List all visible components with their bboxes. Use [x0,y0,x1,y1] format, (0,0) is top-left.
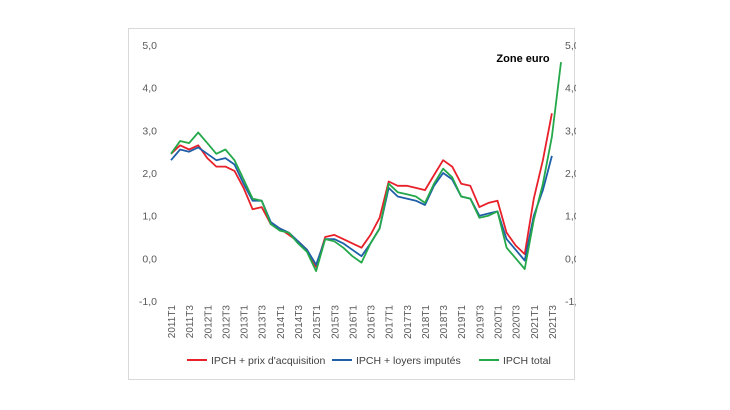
legend-item: IPCH total [479,355,551,367]
x-tick-label: 2011T1 [167,305,178,339]
x-tick-label: 2020T1 [494,305,505,339]
legend-label: IPCH + loyers imputés [356,355,461,367]
y-tick-label-left: 1,0 [142,211,157,223]
y-tick-label-left: 0,0 [142,253,157,265]
x-tick-label: 2015T1 [312,305,323,339]
legend-item: IPCH + prix d'acquisition [187,355,326,367]
chart-frame: -1,0 0,0 1,0 2,0 3,0 4,0 5,0 -1,0 0,0 1,0 2,0 3,0 4… [128,28,576,380]
y-tick-label-right: 5,0 [565,40,576,52]
y-tick-label-right: 1,0 [565,211,576,223]
x-tick-label: 2017T1 [385,305,396,339]
series-line [170,113,553,268]
x-tick-label: 2018T1 [421,305,432,339]
legend-label: IPCH + prix d'acquisition [211,355,326,367]
legend-item: IPCH + loyers imputés [332,355,461,367]
x-tick-label: 2018T3 [439,305,450,339]
y-tick-label-left: 4,0 [142,83,157,95]
y-tick-label-left: 5,0 [142,40,157,52]
y-tick-label-right: 3,0 [565,125,576,137]
x-tick-label: 2019T3 [475,305,486,339]
x-tick-label: 2020T3 [512,305,523,339]
x-tick-label: 2016T3 [367,305,378,339]
series-line [170,146,553,266]
line-chart: -1,0 0,0 1,0 2,0 3,0 4,0 5,0 -1,0 0,0 1,0 2,0 3,0 4… [139,40,576,367]
y-tick-label-right: 4,0 [565,83,576,95]
x-tick-label: 2014T1 [276,305,287,339]
chart-annotation: Zone euro [496,53,549,65]
y-tick-label-right: 2,0 [565,168,576,180]
y-tick-label-left: -1,0 [139,296,157,308]
x-tick-label: 2011T3 [185,305,196,339]
x-tick-label: 2013T3 [258,305,269,339]
x-tick-label: 2021T1 [530,305,541,339]
x-tick-label: 2021T3 [548,305,559,339]
y-tick-label-left: 3,0 [142,125,157,137]
x-tick-label: 2013T1 [240,305,251,339]
y-tick-label-right: 0,0 [565,253,576,265]
x-tick-label: 2014T3 [294,305,305,339]
x-tick-label: 2012T1 [203,305,214,339]
x-tick-label: 2016T1 [348,305,359,339]
series-line [170,61,562,272]
x-tick-label: 2017T3 [403,305,414,339]
x-tick-label: 2015T3 [330,305,341,339]
x-tick-label: 2019T1 [457,305,468,339]
legend-label: IPCH total [503,355,551,367]
y-tick-label-left: 2,0 [142,168,157,180]
y-tick-label-right: -1,0 [565,296,576,308]
x-tick-label: 2012T3 [221,305,232,339]
